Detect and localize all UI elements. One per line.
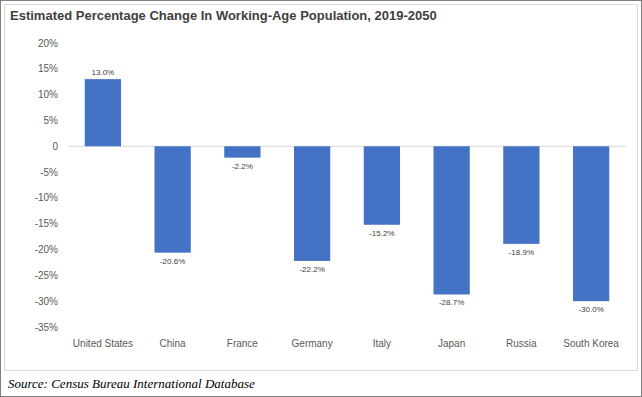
chart: Estimated Percentage Change In Working-A… (0, 0, 642, 397)
y-tick-label: -15% (35, 218, 58, 229)
data-label: 13.0% (92, 68, 115, 77)
chart-border (5, 5, 638, 371)
y-tick-label: -25% (35, 270, 58, 281)
bar (294, 146, 330, 261)
x-tick-label: South Korea (563, 338, 619, 349)
bar (433, 146, 469, 294)
x-tick-label: Germany (292, 338, 333, 349)
y-tick-label: -30% (35, 296, 58, 307)
y-tick-label: -35% (35, 322, 58, 333)
tick-mark (65, 146, 68, 147)
tick-mark (65, 68, 68, 69)
y-tick-label: -10% (35, 192, 58, 203)
title: Estimated Percentage Change In Working-A… (10, 8, 437, 23)
x-tick-label: Italy (373, 338, 391, 349)
bar (364, 146, 400, 224)
data-label: -22.2% (299, 265, 324, 274)
outer-border (1, 1, 642, 397)
data-label: -18.9% (509, 248, 534, 257)
y-tick-label: 15% (38, 63, 58, 74)
tick-mark (65, 327, 68, 328)
x-tick-label: United States (73, 338, 133, 349)
x-tick-label: China (160, 338, 187, 349)
bar (503, 146, 539, 244)
tick-mark (65, 301, 68, 302)
source: Source: Census Bureau International Data… (8, 376, 255, 391)
y-tick-label: 0 (52, 141, 58, 152)
y-tick-label: 20% (38, 38, 58, 49)
data-label: -20.6% (160, 257, 185, 266)
bar (85, 79, 121, 146)
tick-mark (65, 197, 68, 198)
bar (154, 146, 190, 252)
x-tick-label: Russia (506, 338, 537, 349)
y-tick-label: 5% (44, 115, 59, 126)
bar (224, 146, 260, 157)
bar (573, 146, 609, 301)
tick-mark (65, 275, 68, 276)
bars (85, 79, 610, 301)
data-label: -30.0% (578, 305, 603, 314)
data-label: -28.7% (439, 298, 464, 307)
x-tick-label: France (227, 338, 259, 349)
tick-mark (65, 120, 68, 121)
tick-mark (65, 43, 68, 44)
y-tick-label: 10% (38, 89, 58, 100)
data-label: -2.2% (232, 162, 253, 171)
tick-mark (65, 94, 68, 95)
y-tick-label: -20% (35, 244, 58, 255)
x-tick-label: Japan (438, 338, 465, 349)
data-label: -15.2% (369, 229, 394, 238)
tick-mark (65, 172, 68, 173)
zero-line (68, 146, 626, 147)
tick-mark (65, 223, 68, 224)
tick-mark (65, 249, 68, 250)
y-tick-label: -5% (40, 167, 58, 178)
